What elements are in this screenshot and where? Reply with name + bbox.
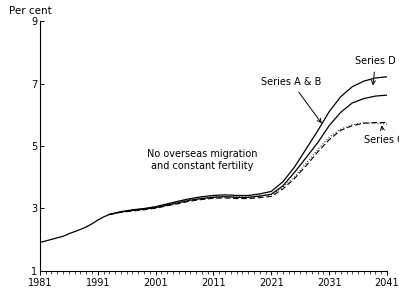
Text: Series A & B: Series A & B — [261, 77, 322, 123]
Text: No overseas migration
and constant fertility: No overseas migration and constant ferti… — [147, 149, 257, 171]
Text: Series D: Series D — [355, 57, 396, 85]
Text: Series C: Series C — [364, 126, 399, 145]
Text: Per cent: Per cent — [9, 6, 51, 16]
